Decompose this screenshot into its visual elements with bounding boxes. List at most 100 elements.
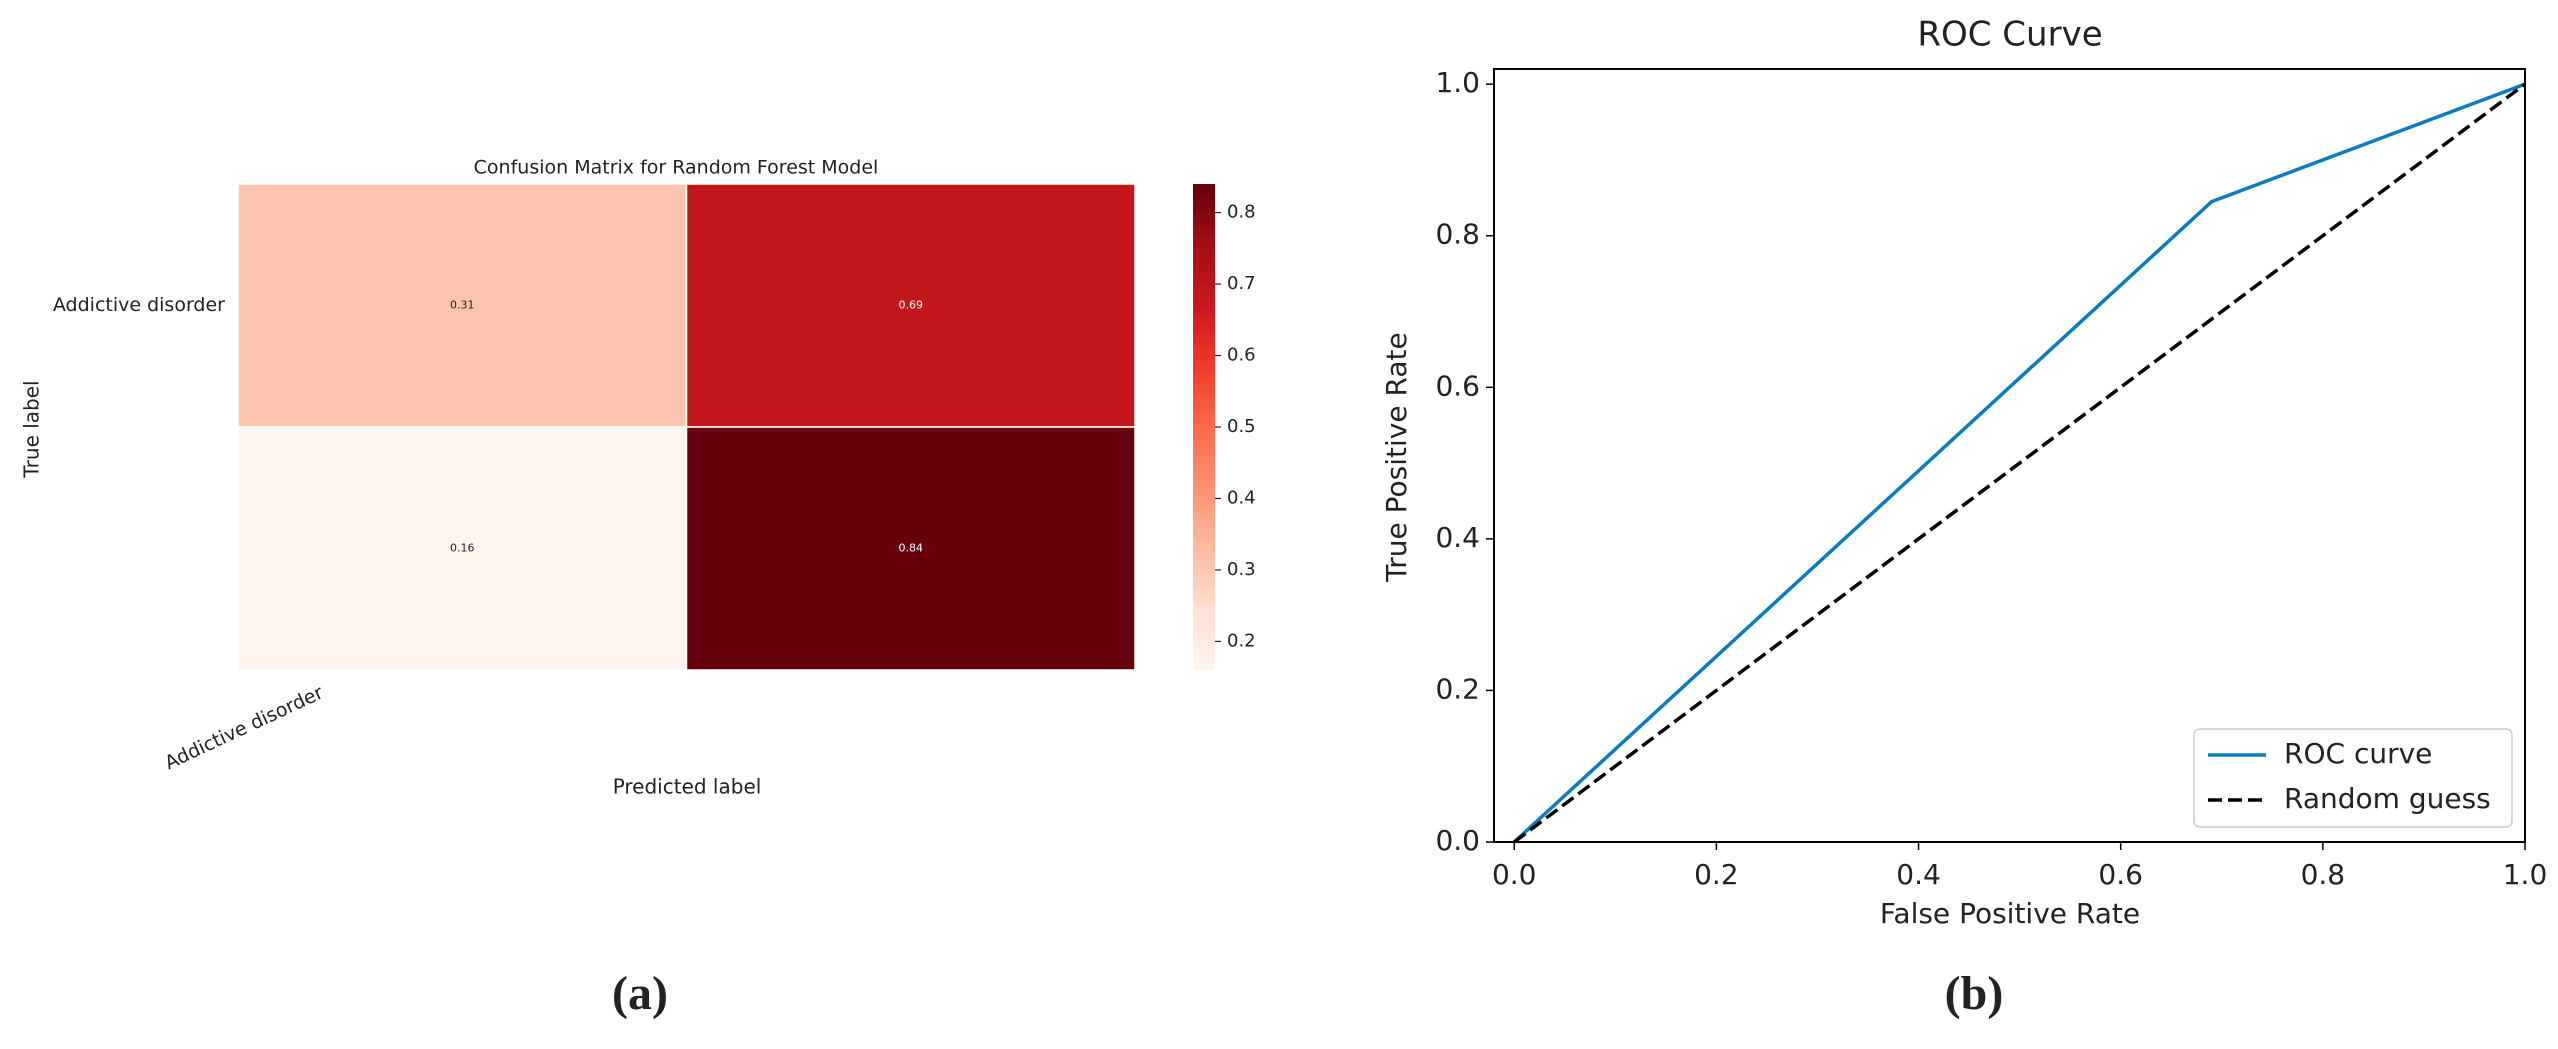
colorbar-segment — [1193, 633, 1215, 639]
colorbar-segment — [1193, 252, 1215, 258]
line-series — [1513, 82, 2527, 844]
colorbar-segment — [1193, 572, 1215, 578]
cell-value-label: 0.16 — [450, 542, 475, 555]
legend-box — [2193, 728, 2513, 828]
colorbar-segment — [1193, 516, 1215, 521]
x-axis-label: False Positive Rate — [1880, 897, 2140, 930]
colorbar-segment — [1193, 536, 1215, 541]
colorbar-tick-label: 0.5 — [1227, 416, 1256, 437]
y-tick-label: 0.6 — [1435, 369, 1480, 402]
colorbar-segment — [1193, 220, 1215, 226]
colorbar-segment — [1193, 556, 1215, 562]
colorbar-segment — [1193, 366, 1215, 371]
colorbar-segment — [1193, 305, 1215, 311]
colorbar-segment — [1193, 665, 1215, 671]
colorbar-segment — [1193, 524, 1215, 529]
colorbar-segment — [1193, 503, 1215, 509]
colorbar-segment — [1193, 463, 1215, 469]
colorbar-segment — [1193, 495, 1215, 501]
colorbar-tick-label: 0.7 — [1227, 273, 1256, 294]
y-tick-label: 0.0 — [1435, 824, 1480, 857]
colorbar-segment — [1193, 483, 1215, 489]
colorbar-segment — [1193, 341, 1215, 347]
colorbar-segment — [1193, 204, 1215, 209]
colorbar-segment — [1193, 544, 1215, 550]
colorbar-segment — [1193, 293, 1215, 298]
colorbar-tick-label: 0.3 — [1227, 559, 1256, 580]
x-tick-label: 0.8 — [2301, 858, 2346, 891]
colorbar-segment — [1193, 528, 1215, 533]
colorbar-segment — [1193, 362, 1215, 367]
colorbar-segment — [1193, 248, 1215, 254]
line-title: ROC Curve — [1917, 15, 2102, 55]
colorbar-segment — [1193, 629, 1215, 635]
colorbar-segment — [1193, 309, 1215, 315]
y-axis-label: True Positive Rate — [1380, 332, 1413, 582]
colorbar-segment — [1193, 240, 1215, 246]
colorbar-segment — [1193, 552, 1215, 558]
plot-frame — [1493, 68, 2526, 843]
colorbar-segment — [1193, 260, 1215, 266]
legend-label: Random guess — [2284, 782, 2491, 815]
colorbar-segment — [1193, 422, 1215, 428]
colorbar-segment — [1193, 374, 1215, 379]
colorbar-segment — [1193, 402, 1215, 408]
colorbar-segment — [1193, 584, 1215, 590]
colorbar-segment — [1193, 200, 1215, 205]
heatmap-cell — [237, 426, 688, 671]
colorbar-segment — [1193, 649, 1215, 655]
colorbar-segment — [1193, 520, 1215, 525]
colorbar-segment — [1193, 265, 1215, 270]
colorbar-segment — [1193, 589, 1215, 594]
colorbar-segment — [1193, 277, 1215, 282]
colorbar-segment — [1193, 317, 1215, 323]
colorbar-segment — [1193, 224, 1215, 230]
cell-value-label: 0.31 — [450, 299, 475, 312]
colorbar-segment — [1193, 184, 1215, 189]
colorbar-segment — [1193, 244, 1215, 250]
colorbar-segment — [1193, 216, 1215, 222]
heatmap-cell — [237, 183, 688, 428]
colorbar-segment — [1193, 653, 1215, 659]
colorbar-segment — [1193, 192, 1215, 197]
colorbar-segment — [1193, 471, 1215, 477]
colorbar-segment — [1193, 487, 1215, 493]
heatmap-title: Confusion Matrix for Random Forest Model — [474, 157, 879, 179]
colorbar-segment — [1193, 301, 1215, 307]
colorbar-segment — [1193, 406, 1215, 412]
colorbar-segment — [1193, 232, 1215, 238]
colorbar-segment — [1193, 532, 1215, 537]
colorbar-segment — [1193, 597, 1215, 602]
colorbar-segment — [1193, 329, 1215, 335]
colorbar-segment — [1193, 657, 1215, 663]
colorbar-segment — [1193, 560, 1215, 566]
colorbar-tick-label: 0.2 — [1227, 630, 1256, 651]
colorbar-segment — [1193, 617, 1215, 622]
colorbar-tick-label: 0.8 — [1227, 202, 1256, 223]
colorbar-segment — [1193, 281, 1215, 286]
colorbar-segment — [1193, 350, 1215, 355]
colorbar-segment — [1193, 386, 1215, 392]
colorbar-segment — [1193, 637, 1215, 643]
colorbar-segment — [1193, 613, 1215, 618]
heatmap-cell — [685, 426, 1136, 671]
y-tick-label: 1.0 — [1435, 66, 1480, 99]
colorbar-segment — [1193, 459, 1215, 465]
x-tick-label: 0.0 — [1492, 858, 1537, 891]
y-tick-label: 0.4 — [1435, 521, 1480, 554]
colorbar-segment — [1193, 605, 1215, 610]
colorbar-segment — [1193, 479, 1215, 485]
colorbar-segment — [1193, 188, 1215, 193]
colorbar-segment — [1193, 297, 1215, 303]
y-tick-label: Addictive disorder — [53, 294, 225, 316]
colorbar-segment — [1193, 390, 1215, 396]
x-tick-label: Addictive disorder — [161, 682, 326, 775]
heatmap-cell — [685, 183, 1136, 428]
colorbar-segment — [1193, 455, 1215, 460]
colorbar-segment — [1193, 394, 1215, 400]
x-axis-label: Predicted label — [613, 775, 762, 799]
x-tick-label: 0.4 — [1896, 858, 1941, 891]
colorbar-segment — [1193, 378, 1215, 384]
colorbar-segment — [1193, 609, 1215, 614]
